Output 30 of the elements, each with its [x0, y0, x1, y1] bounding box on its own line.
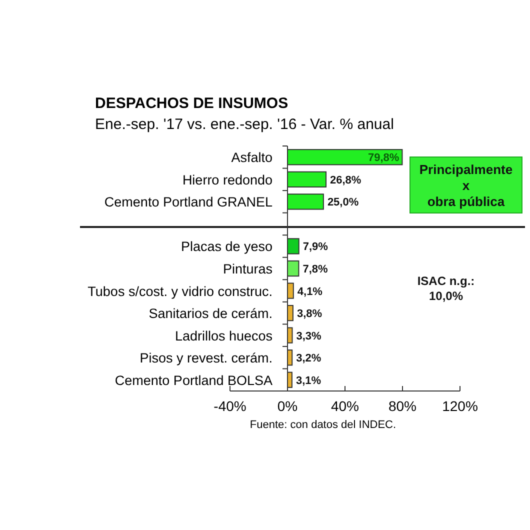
chart-subtitle: Ene.-sep. '17 vs. ene.-sep. '16 - Var. % anual — [95, 116, 394, 133]
x-tick-label: 0% — [277, 398, 298, 414]
annotation: Principalmente x obra pública — [419, 162, 513, 209]
data-label: 7,9% — [302, 241, 328, 254]
annotation: ISAC n.g.: 10,0% — [417, 274, 475, 303]
data-label: 25,0% — [327, 196, 359, 209]
y-tick-label: Pisos y revest. cerám. — [140, 350, 272, 366]
y-tick-label: Sanitarios de cerám. — [148, 306, 272, 322]
y-tick-label: Tubos s/cost. y vidrio construc. — [88, 284, 272, 299]
data-label: 3,8% — [296, 308, 322, 320]
y-tick-label: Hierro redondo — [182, 172, 272, 188]
data-label: 3,2% — [296, 352, 322, 365]
data-label: 3,3% — [296, 330, 322, 342]
data-label: 4,1% — [297, 286, 323, 298]
y-tick-label: Pinturas — [222, 262, 273, 276]
data-label: 3,1% — [296, 374, 322, 387]
chart-title: DESPACHOS DE INSUMOS — [95, 95, 288, 112]
y-tick-label: Placas de yeso — [180, 239, 272, 254]
data-label: 7,8% — [302, 264, 328, 276]
x-tick-label: -40% — [214, 398, 246, 414]
x-tick-label: 80% — [388, 398, 417, 414]
x-tick-label: 120% — [442, 398, 478, 414]
y-tick-label: Asfalto — [231, 150, 272, 166]
x-tick-label: 40% — [330, 398, 360, 414]
y-tick-label: Ladrillos huecos — [174, 328, 273, 344]
data-label: 26,8% — [330, 174, 362, 186]
y-tick-label: Cemento Portland GRANEL — [104, 194, 273, 210]
source-note: Fuente: con datos del INDEC. — [250, 419, 396, 431]
y-tick-label: Cemento Portland BOLSA — [114, 372, 272, 388]
data-label: 79,8% — [368, 152, 400, 164]
